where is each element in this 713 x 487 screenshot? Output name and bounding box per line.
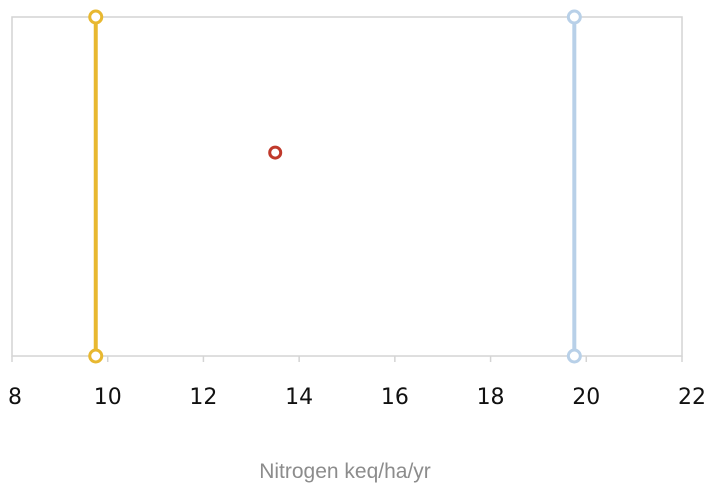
x-tick-label-22: 22 <box>678 385 706 410</box>
x-tick-label-16: 16 <box>381 385 409 410</box>
series-layer <box>88 9 582 364</box>
x-tick-label-14: 14 <box>285 385 313 410</box>
series-2-point-0 <box>268 145 283 160</box>
plot-frame <box>11 16 683 357</box>
series-0-point-1 <box>88 9 104 25</box>
x-axis-title: Nitrogen keq/ha/yr <box>259 460 431 483</box>
x-tick-label-18: 18 <box>477 385 505 410</box>
series-1-point-0 <box>566 348 582 364</box>
x-tick-label-8: 8 <box>8 385 22 410</box>
x-axis-ticks <box>11 356 683 362</box>
x-tick-label-20: 20 <box>572 385 600 410</box>
x-tick-label-10: 10 <box>94 385 122 410</box>
series-1-point-1 <box>566 9 582 25</box>
x-axis-tick-labels: 8 10 12 14 16 18 20 22 <box>8 385 706 410</box>
x-tick-label-12: 12 <box>189 385 217 410</box>
series-0-point-0 <box>88 348 104 364</box>
